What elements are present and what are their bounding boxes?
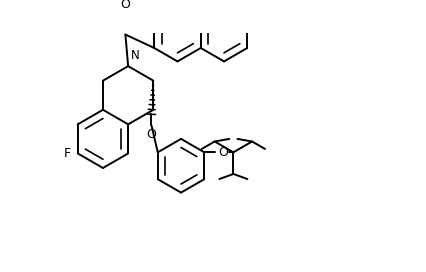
Text: N: N bbox=[131, 50, 140, 62]
Text: O: O bbox=[121, 0, 130, 11]
Text: O: O bbox=[219, 146, 228, 159]
Text: F: F bbox=[64, 147, 71, 160]
Text: O: O bbox=[146, 128, 155, 141]
